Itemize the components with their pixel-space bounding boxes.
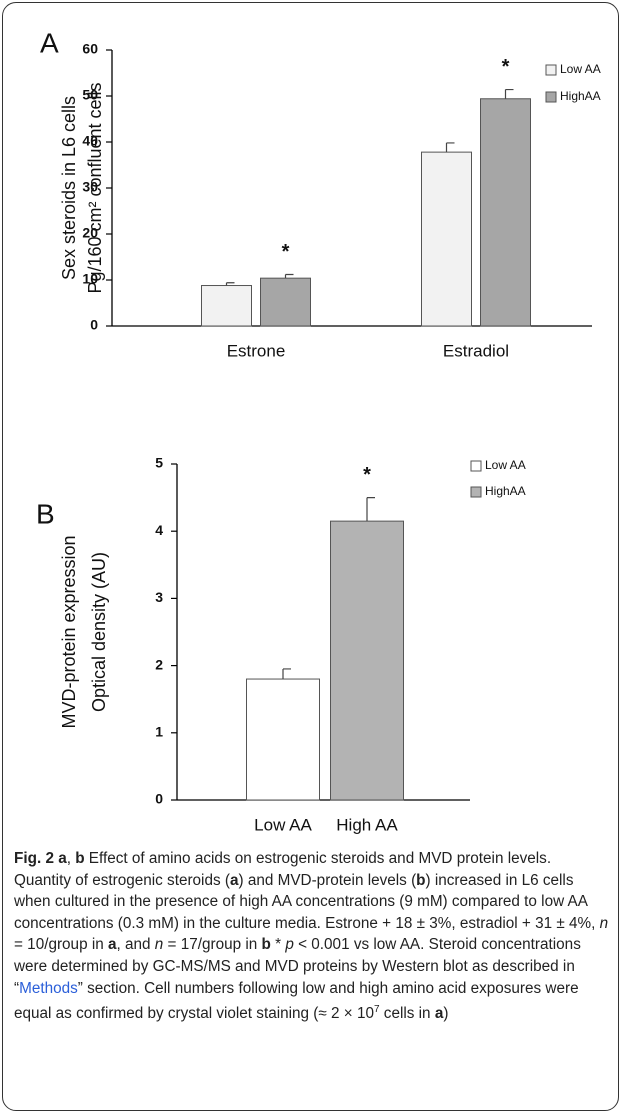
legend-label: Low AA [485, 458, 526, 472]
x-tick-label: Low AA [254, 815, 312, 834]
caption-text: ) increased in L6 cells when cultured in… [14, 871, 600, 932]
error-bar [504, 88, 514, 99]
y-tick-label: 3 [155, 589, 163, 605]
error-bar [445, 142, 455, 153]
caption: Fig. 2 a, b Effect of amino acids on est… [14, 848, 612, 1025]
legend-label: Low AA [560, 62, 601, 76]
y-tick-label: 40 [82, 133, 98, 149]
bar [201, 285, 252, 327]
caption-text: cells in [379, 1005, 435, 1023]
caption-ref: b [416, 871, 426, 889]
error-bar [282, 668, 291, 680]
caption-superscript: 7 [373, 1004, 380, 1016]
caption-text: ” section. Cell numbers following low an… [14, 979, 579, 1023]
x-tick-label: High AA [336, 815, 398, 834]
y-tick-label: 4 [155, 522, 163, 538]
caption-symbol: n [599, 914, 609, 932]
y-tick-label: 2 [155, 656, 163, 672]
caption-ref: a [229, 871, 239, 889]
caption-text: * [270, 936, 286, 954]
y-tick-label: 5 [155, 455, 163, 471]
caption-text: Effect of amino acids on estrogenic ster… [14, 850, 552, 889]
legend-label: HighAA [485, 484, 526, 498]
caption-ref: b [261, 936, 271, 954]
y-tick-label: 10 [82, 271, 98, 287]
significance-mark: * [282, 241, 290, 263]
y-axis-title: MVD-protein expression [59, 535, 79, 728]
caption-text: < 0.001 vs low AA. Steroid concentration… [14, 936, 581, 997]
charts: A Sex steroids in L6 cells Pg/160 cm² conf… [36, 27, 601, 834]
y-tick-label: 60 [82, 41, 98, 57]
caption-symbol: n [154, 936, 164, 954]
legend-swatch [545, 91, 557, 103]
y-tick-label: 0 [155, 791, 163, 807]
bar [260, 277, 311, 327]
panel-label: B [36, 498, 55, 529]
panel-label: A [40, 27, 59, 58]
caption-symbol: p [285, 936, 294, 954]
caption-ref: a [107, 936, 117, 954]
y-tick-label: 1 [155, 724, 163, 740]
caption-text: , and [116, 936, 155, 954]
caption-ref: a [434, 1005, 444, 1023]
caption-label: Fig. 2 a [14, 850, 67, 867]
x-tick-label: Estradiol [443, 341, 509, 360]
y-tick-label: 0 [90, 317, 98, 333]
caption-text: , [66, 850, 76, 867]
significance-mark: * [502, 56, 510, 78]
significance-mark: * [363, 464, 371, 486]
caption-text: = 17/group in [163, 936, 262, 954]
legend-swatch [470, 460, 482, 472]
y-tick-label: 50 [82, 87, 98, 103]
y-tick-label: 20 [82, 225, 98, 241]
y-axis-title: Optical density (AU) [89, 552, 109, 712]
methods-link[interactable]: Methods [19, 979, 78, 997]
error-bar [366, 497, 375, 522]
caption-text: ) and MVD-protein levels ( [238, 871, 417, 889]
legend-swatch [545, 64, 557, 76]
error-bar [225, 282, 235, 286]
bar [330, 520, 404, 801]
caption-ref: b [75, 850, 85, 867]
caption-text: ) [443, 1005, 449, 1023]
bar [480, 98, 531, 327]
y-axis-title: Pg/160 cm² confluent cells [85, 82, 105, 293]
x-tick-label: Estrone [227, 341, 286, 360]
legend-swatch [470, 486, 482, 498]
caption-text: = 10/group in [14, 936, 108, 954]
error-bar [284, 273, 294, 279]
bar [246, 678, 320, 801]
legend-label: HighAA [560, 89, 601, 103]
y-tick-label: 30 [82, 179, 98, 195]
bar [421, 151, 472, 327]
y-axis-title: Sex steroids in L6 cells [59, 96, 79, 280]
